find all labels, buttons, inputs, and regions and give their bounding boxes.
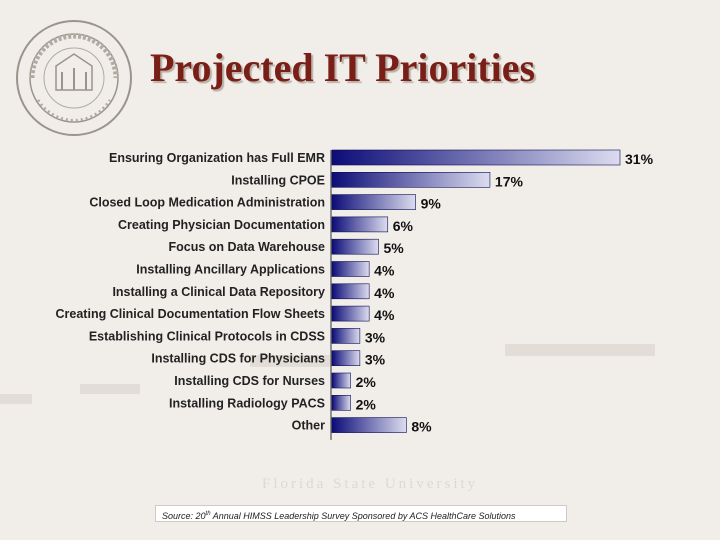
source-text-start: Source: 20 bbox=[162, 511, 206, 521]
bar bbox=[331, 372, 351, 389]
value-label: 6% bbox=[393, 218, 414, 234]
background-decoration bbox=[250, 355, 330, 367]
bar bbox=[331, 417, 407, 433]
bar-chart: Ensuring Organization has Full EMR 31% Ins… bbox=[56, 149, 654, 440]
category-label: Creating Physician Documentation bbox=[118, 218, 325, 232]
category-label: Installing CPOE bbox=[231, 173, 325, 187]
value-label: 31% bbox=[625, 151, 654, 167]
category-label: Installing Ancillary Applications bbox=[136, 263, 325, 277]
bar bbox=[331, 238, 379, 255]
category-label: Installing Radiology PACS bbox=[169, 396, 325, 410]
source-note: Source: 20th Annual HIMSS Leadership Sur… bbox=[155, 505, 567, 522]
bar bbox=[331, 216, 389, 233]
value-label: 5% bbox=[383, 240, 404, 256]
category-label: Closed Loop Medication Administration bbox=[89, 196, 325, 210]
value-label: 4% bbox=[374, 285, 395, 301]
value-label: 8% bbox=[411, 419, 432, 435]
value-label: 2% bbox=[356, 396, 377, 412]
category-label: Establishing Clinical Protocols in CDSS bbox=[89, 329, 325, 343]
source-text-end: Annual HIMSS Leadership Survey Sponsored… bbox=[210, 511, 516, 521]
value-label: 17% bbox=[495, 173, 524, 189]
category-label: Creating Clinical Documentation Flow She… bbox=[56, 307, 326, 321]
bar bbox=[331, 194, 416, 210]
category-label: Focus on Data Warehouse bbox=[168, 240, 325, 254]
bar bbox=[331, 395, 351, 411]
value-label: 2% bbox=[356, 374, 377, 390]
university-seal-icon bbox=[16, 20, 132, 136]
bar bbox=[331, 261, 370, 277]
source-superscript: th bbox=[205, 511, 211, 517]
bar bbox=[331, 350, 361, 366]
background-decoration bbox=[0, 394, 32, 404]
page-title: Projected IT Priorities bbox=[150, 45, 536, 90]
background-decoration bbox=[80, 384, 140, 394]
value-label: 4% bbox=[374, 307, 395, 323]
value-label: 9% bbox=[421, 196, 442, 212]
category-label: Installing CDS for Physicians bbox=[151, 352, 325, 366]
bar bbox=[331, 328, 361, 344]
university-wordmark: Florida State University bbox=[262, 476, 479, 492]
bar bbox=[331, 305, 370, 322]
category-label: Installing CDS for Nurses bbox=[174, 374, 325, 388]
category-label: Ensuring Organization has Full EMR bbox=[109, 151, 325, 165]
bar bbox=[331, 171, 491, 188]
background-decoration bbox=[505, 344, 655, 356]
value-label: 4% bbox=[374, 263, 395, 279]
value-label: 3% bbox=[365, 352, 386, 368]
bar bbox=[331, 283, 370, 300]
bar bbox=[331, 149, 621, 166]
value-label: 3% bbox=[365, 329, 386, 345]
category-label: Installing a Clinical Data Repository bbox=[112, 285, 325, 299]
category-label: Other bbox=[292, 419, 325, 433]
